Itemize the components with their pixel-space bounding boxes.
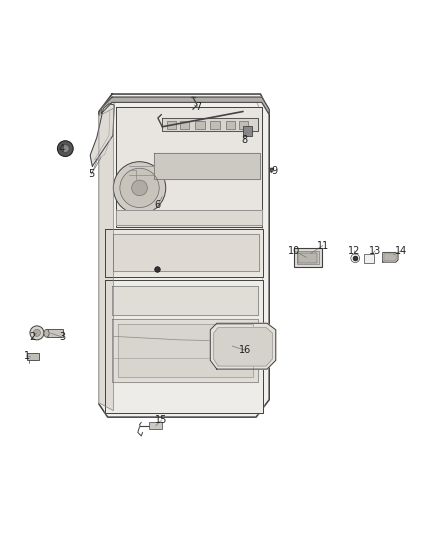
Polygon shape <box>90 103 114 166</box>
Polygon shape <box>101 97 269 115</box>
Polygon shape <box>210 323 276 369</box>
Text: 15: 15 <box>155 415 168 425</box>
Text: 10: 10 <box>288 246 300 256</box>
Ellipse shape <box>44 329 49 337</box>
Bar <box>243 126 252 135</box>
Polygon shape <box>112 319 258 382</box>
Circle shape <box>61 144 69 152</box>
Bar <box>226 121 235 129</box>
Polygon shape <box>117 107 262 227</box>
Polygon shape <box>113 234 259 271</box>
Text: 16: 16 <box>239 345 251 356</box>
Polygon shape <box>99 94 269 417</box>
Text: 13: 13 <box>369 246 381 256</box>
Text: 7: 7 <box>195 102 201 112</box>
Text: 11: 11 <box>317 240 329 251</box>
Polygon shape <box>162 118 258 131</box>
Polygon shape <box>214 328 272 366</box>
Bar <box>195 121 205 129</box>
Bar <box>297 251 318 264</box>
Circle shape <box>33 329 40 336</box>
Polygon shape <box>118 324 253 376</box>
Text: 8: 8 <box>241 135 247 145</box>
Circle shape <box>57 141 73 157</box>
Text: 6: 6 <box>155 200 161 211</box>
Circle shape <box>120 168 159 207</box>
Text: 4: 4 <box>59 144 65 155</box>
Polygon shape <box>153 153 261 179</box>
Text: 1: 1 <box>24 351 30 361</box>
Bar <box>46 329 63 337</box>
Bar <box>364 254 374 263</box>
Bar <box>27 353 39 360</box>
Bar <box>180 121 189 129</box>
Text: 2: 2 <box>29 332 35 342</box>
Bar <box>294 248 322 266</box>
Text: 5: 5 <box>88 169 95 179</box>
Text: 14: 14 <box>396 246 408 256</box>
Bar <box>239 121 248 129</box>
Polygon shape <box>117 210 262 225</box>
Polygon shape <box>106 229 263 277</box>
Text: 9: 9 <box>271 166 277 176</box>
Bar <box>149 422 162 429</box>
Bar <box>166 121 176 129</box>
Circle shape <box>113 161 166 214</box>
Text: 12: 12 <box>348 246 360 256</box>
Polygon shape <box>384 254 396 261</box>
Text: 3: 3 <box>60 332 66 342</box>
Polygon shape <box>112 286 258 314</box>
Circle shape <box>132 180 148 196</box>
Bar <box>297 253 317 263</box>
Bar <box>210 121 220 129</box>
Polygon shape <box>99 108 113 410</box>
Circle shape <box>30 326 44 340</box>
Polygon shape <box>106 280 263 413</box>
Polygon shape <box>383 253 398 262</box>
